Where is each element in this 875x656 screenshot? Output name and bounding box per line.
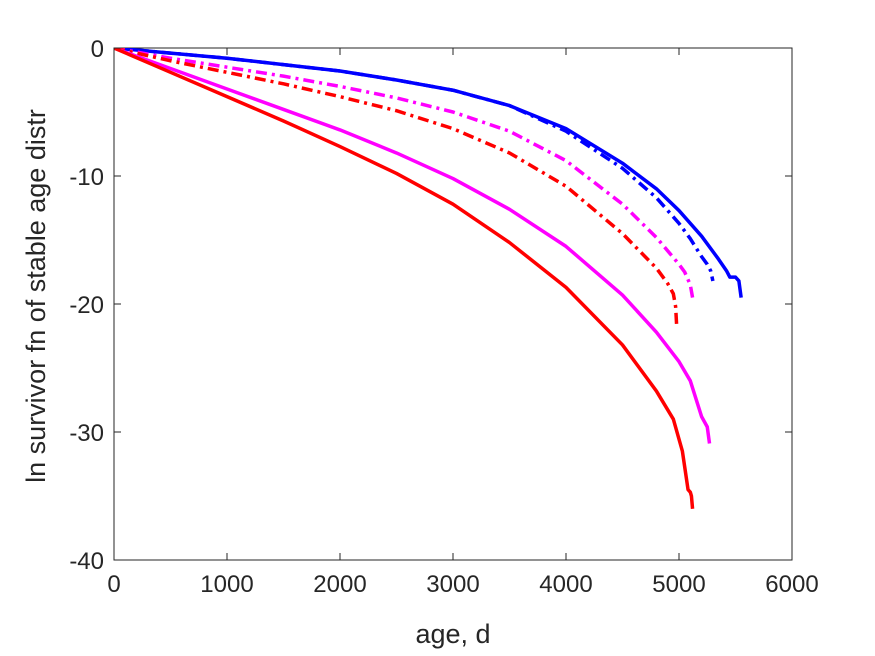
plot-area <box>113 47 793 561</box>
y-tick-label: 0 <box>91 36 104 63</box>
series-line-5 <box>114 48 712 444</box>
y-tick-label: -40 <box>69 548 104 575</box>
y-tick-label: -30 <box>69 420 104 447</box>
ticks-layer <box>113 47 793 561</box>
series-line-6 <box>114 48 695 509</box>
x-tick-label: 4000 <box>539 571 592 598</box>
x-tick-label: 1000 <box>200 571 253 598</box>
x-tick-label: 6000 <box>765 571 818 598</box>
x-tick-label: 3000 <box>426 571 479 598</box>
x-tick-label: 2000 <box>313 571 366 598</box>
y-tick-label: -10 <box>69 164 104 191</box>
x-tick-label: 5000 <box>652 571 705 598</box>
y-tick-label: -20 <box>69 292 104 319</box>
x-axis-label: age, d <box>415 619 490 649</box>
series-layer <box>114 48 743 509</box>
series-line-3 <box>114 48 695 298</box>
series-line-4 <box>114 48 679 328</box>
series-line-2 <box>114 48 715 282</box>
tick-labels-layer: 0 1000 2000 3000 4000 5000 6000 0 -10 -20 -30 -40 <box>69 36 818 598</box>
y-axis-label: ln survivor fn of stable age distr <box>21 109 51 483</box>
x-tick-label: 0 <box>107 571 120 598</box>
